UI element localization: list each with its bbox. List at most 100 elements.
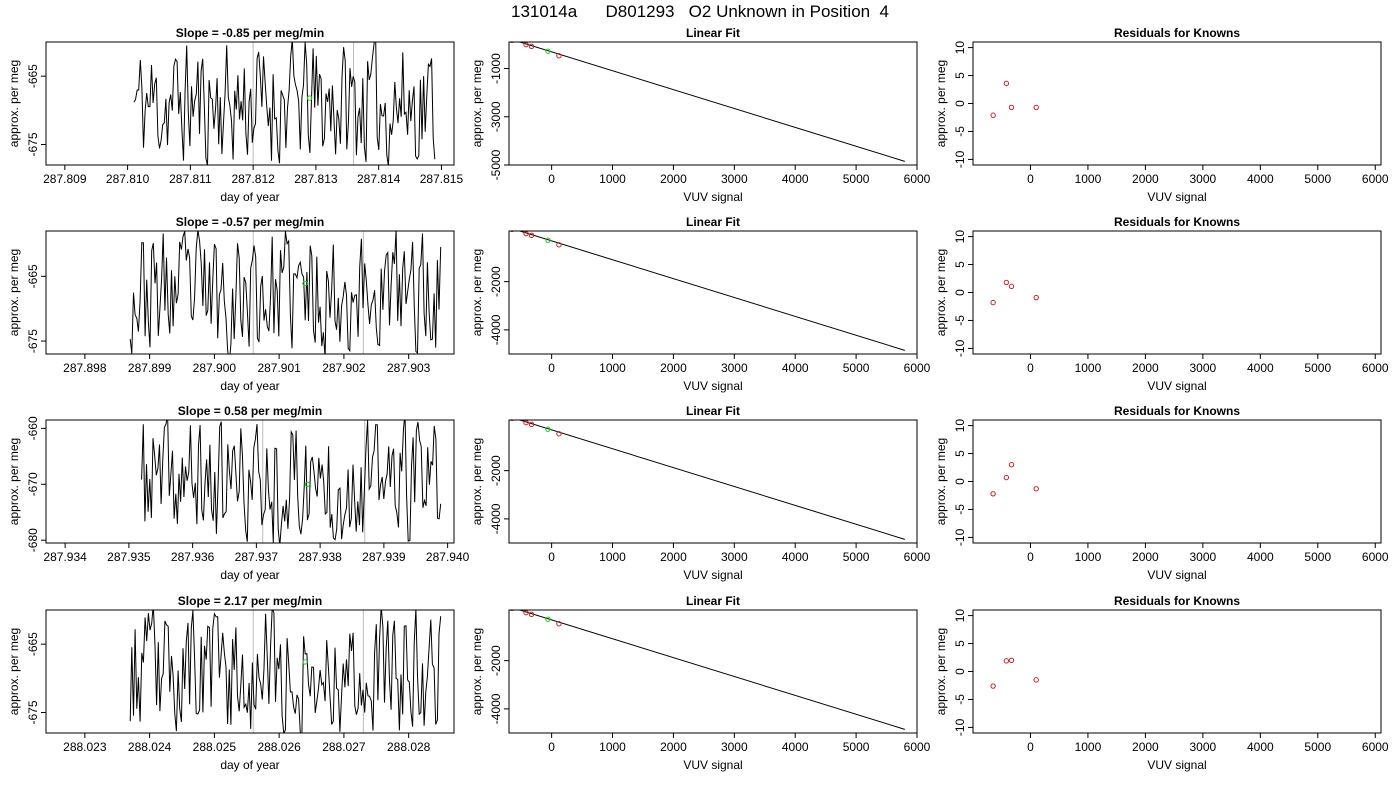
x-tick-label: 2000 <box>660 740 687 754</box>
y-tick-label: -2000 <box>489 266 503 297</box>
time-series-panel-row-4: Slope = 2.17 per meg/min day of year appro… <box>7 594 455 772</box>
y-tick-label: 0 <box>953 668 967 675</box>
x-axis-label: VUV signal <box>1147 190 1206 204</box>
y-tick-label: -10 <box>953 150 967 168</box>
y-tick-label: -680 <box>26 528 40 552</box>
page-title: 131014a D801293 O2 Unknown in Position 4 <box>510 2 890 21</box>
x-tick-label: 1000 <box>1075 740 1102 754</box>
panel-title: Residuals for Knowns <box>1114 215 1240 229</box>
x-tick-label: 4000 <box>1247 550 1274 564</box>
fit-line <box>518 420 905 540</box>
residual-point <box>1033 486 1039 492</box>
x-tick-label: 2000 <box>660 172 687 186</box>
time-series-panel-row-3: Slope = 0.58 per meg/min day of year appro… <box>7 404 470 582</box>
plot-area <box>141 420 442 543</box>
y-axis-label: approx. per meg <box>934 438 948 525</box>
x-axis-label: VUV signal <box>683 568 742 582</box>
fit-line <box>518 610 905 730</box>
x-tick-label: 288.023 <box>63 740 107 754</box>
panel-title: Slope = 0.58 per meg/min <box>178 404 322 418</box>
y-axis-label: approx. per meg <box>470 628 484 715</box>
panel-frame <box>972 230 1382 355</box>
x-tick-label: 6000 <box>1362 550 1389 564</box>
x-tick-label: 287.814 <box>357 172 401 186</box>
residuals-panel-row-1: Residuals for Knowns VUV signal approx. pe… <box>934 26 1389 204</box>
x-tick-label: 287.936 <box>171 550 215 564</box>
x-tick-label: 0 <box>1027 550 1034 564</box>
x-tick-label: 5000 <box>1304 550 1331 564</box>
unknown-sample-point <box>302 659 308 665</box>
x-tick-label: 288.028 <box>387 740 431 754</box>
unknown-sample-point <box>545 426 551 432</box>
residual-point <box>1003 474 1010 481</box>
plot-area <box>509 231 905 351</box>
x-tick-label: 5000 <box>843 550 870 564</box>
x-tick-label: 0 <box>548 740 555 754</box>
y-tick-label: -5 <box>953 126 967 137</box>
residual-point <box>1003 279 1010 286</box>
x-tick-label: 4000 <box>782 740 809 754</box>
residual-point <box>1033 104 1039 111</box>
y-axis-label: approx. per meg <box>470 438 484 525</box>
x-tick-label: 6000 <box>904 550 931 564</box>
y-tick-label: -5 <box>953 315 967 326</box>
x-tick-label: 287.900 <box>193 361 237 375</box>
panel-frame <box>45 609 455 734</box>
plot-area <box>129 231 442 354</box>
y-tick-label: 0 <box>953 289 967 296</box>
residual-point <box>990 299 996 306</box>
y-tick-label: -4000 <box>489 314 503 345</box>
plot-area <box>129 610 442 733</box>
panel-title: Residuals for Knowns <box>1114 26 1240 40</box>
linear-fit-panel-row-2: Linear Fit VUV signal approx. per meg 0 1000… <box>470 215 931 393</box>
unknown-sample-point <box>302 280 308 287</box>
y-tick-label: -660 <box>26 416 40 440</box>
panel-frame <box>972 41 1382 166</box>
x-tick-label: 5000 <box>1304 361 1331 375</box>
x-tick-label: 1000 <box>1075 550 1102 564</box>
residual-point <box>1008 104 1015 111</box>
x-axis-label: day of year <box>220 758 279 772</box>
x-tick-label: 1000 <box>599 550 626 564</box>
x-tick-label: 1000 <box>1075 172 1102 186</box>
y-axis-label: approx. per meg <box>934 249 948 336</box>
x-tick-label: 287.935 <box>107 550 151 564</box>
x-tick-label: 0 <box>1027 361 1034 375</box>
y-axis-label: approx. per meg <box>470 249 484 336</box>
x-axis-label: VUV signal <box>1147 758 1206 772</box>
x-tick-label: 3000 <box>1190 361 1217 375</box>
y-tick-label: 10 <box>953 609 967 623</box>
residual-point <box>1008 283 1015 290</box>
x-tick-label: 6000 <box>1362 361 1389 375</box>
x-axis-label: day of year <box>220 568 279 582</box>
x-tick-label: 2000 <box>660 361 687 375</box>
x-tick-label: 0 <box>1027 740 1034 754</box>
x-tick-label: 2000 <box>1132 740 1159 754</box>
x-tick-label: 4000 <box>782 361 809 375</box>
panel-frame <box>508 419 918 544</box>
x-tick-label: 287.901 <box>257 361 301 375</box>
known-standard-point <box>509 42 515 44</box>
y-tick-label: -4000 <box>489 693 503 724</box>
known-standard-point <box>509 610 515 612</box>
x-tick-label: 287.938 <box>298 550 342 564</box>
x-tick-label: 1000 <box>599 172 626 186</box>
x-tick-label: 3000 <box>1190 550 1217 564</box>
y-tick-label: -2000 <box>489 455 503 486</box>
plot-area <box>990 657 1039 689</box>
x-tick-label: 0 <box>548 550 555 564</box>
residuals-panel-row-3: Residuals for Knowns VUV signal approx. pe… <box>934 404 1389 582</box>
x-tick-label: 287.940 <box>426 550 470 564</box>
y-tick-label: -675 <box>26 329 40 353</box>
panel-frame <box>45 230 455 355</box>
y-axis-label: approx. per meg <box>470 60 484 147</box>
x-tick-label: 4000 <box>782 172 809 186</box>
x-tick-label: 2000 <box>1132 550 1159 564</box>
x-tick-label: 1000 <box>599 740 626 754</box>
y-tick-label: -665 <box>26 632 40 656</box>
x-tick-label: 4000 <box>782 550 809 564</box>
x-tick-label: 3000 <box>721 172 748 186</box>
unknown-sample-point <box>306 95 313 101</box>
x-tick-label: 1000 <box>1075 361 1102 375</box>
